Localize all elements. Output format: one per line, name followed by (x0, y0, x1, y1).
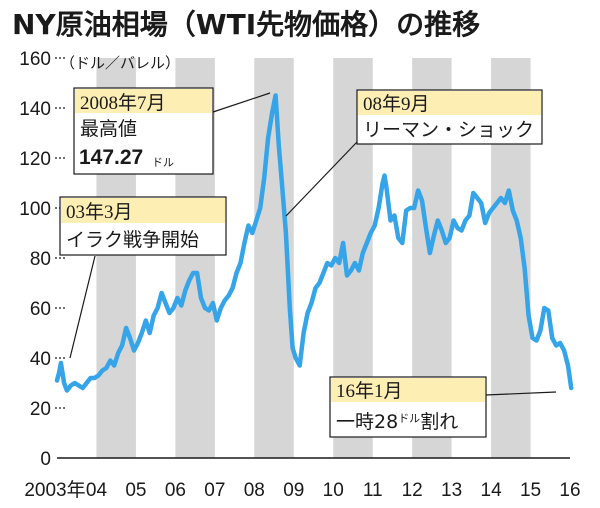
x-tick-label: 10 (323, 480, 344, 501)
x-tick-label: 04 (86, 480, 108, 501)
x-tick-label: 11 (363, 480, 383, 501)
callout-peak: 2008年7月 最高値 147.27 ドル (73, 87, 271, 175)
x-tick-label: 07 (204, 480, 225, 501)
callout-peak-head-fill (75, 89, 212, 113)
y-tick-labels: 0 20 40 60 80 100 120 140 160 (19, 49, 51, 470)
x-tick-labels: 2003年 04 05 06 07 08 09 10 11 12 13 14 15 16 (24, 479, 580, 501)
y-tick-label: 0 (40, 449, 51, 470)
callout-iraq-label: イラク戦争開始 (66, 229, 199, 251)
callout-lehman-head-fill (358, 91, 541, 115)
x-tick-label: 05 (125, 480, 146, 501)
y-tick-label: 120 (19, 149, 51, 170)
callout-peak-value: 147.27 (79, 146, 143, 169)
y-tick-label: 80 (30, 249, 51, 270)
callout-2016-line: 一時28ドル割れ (336, 411, 458, 433)
callout-iraq: 03年3月 イラク戦争開始 (59, 196, 227, 359)
callout-2016-date: 16年1月 (336, 380, 403, 402)
callout-iraq-date: 03年3月 (66, 201, 133, 223)
x-tick-label: 06 (165, 480, 186, 501)
callout-peak-leader (212, 92, 271, 113)
chart-title: NY原油相場（WTI先物価格）の推移 (12, 8, 480, 41)
x-tick-label: 14 (481, 480, 503, 501)
callout-lehman: 08年9月 リーマン・ショック (285, 89, 543, 217)
x-tick-label: 08 (244, 480, 265, 501)
x-tick-label: 2003年 (24, 479, 85, 501)
axis (55, 57, 570, 459)
callout-2016-text: 一時28 (336, 411, 398, 433)
callout-peak-label: 最高値 (80, 118, 137, 140)
y-tick-label: 20 (30, 399, 51, 420)
callout-lehman-date: 08年9月 (363, 93, 430, 115)
y-tick-label: 40 (30, 349, 51, 370)
x-tick-label: 09 (283, 480, 304, 501)
callout-iraq-head-fill (61, 198, 225, 223)
x-tick-label: 15 (520, 480, 541, 501)
y-tick-label: 160 (19, 49, 51, 70)
callout-peak-unit: ドル (152, 156, 174, 169)
callout-2016-head-fill (331, 378, 485, 402)
callout-2016-suffix: 割れ (420, 411, 458, 433)
x-tick-label: 12 (402, 480, 423, 501)
wti-price-line (54, 93, 574, 393)
callout-peak-date: 2008年7月 (80, 92, 166, 114)
callout-2016-leader (485, 391, 557, 396)
callout-iraq-leader (69, 255, 96, 359)
y-tick-label: 100 (19, 199, 51, 220)
callout-lehman-label: リーマン・ショック (363, 119, 534, 141)
y-tick-label: 60 (30, 299, 51, 320)
callout-2016: 16年1月 一時28ドル割れ (329, 376, 557, 438)
x-tick-label: 13 (441, 480, 462, 501)
y-tick-label: 140 (19, 99, 51, 120)
y-axis-unit: （ドル／バレル） (60, 54, 180, 72)
callout-lehman-leader (285, 141, 358, 217)
callout-2016-unit: ドル (398, 412, 420, 425)
x-tick-label: 16 (559, 480, 580, 501)
